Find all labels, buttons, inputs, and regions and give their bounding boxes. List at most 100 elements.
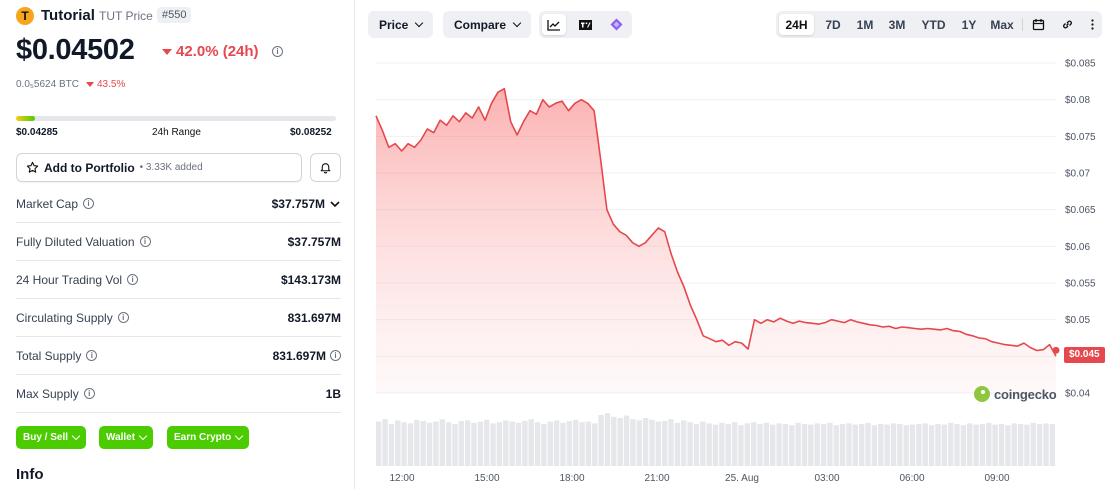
coingecko-watermark: coingecko [974,386,1057,402]
tradingview-button[interactable] [573,14,597,35]
volume-bar [662,421,668,466]
range-max[interactable]: Max [990,17,1014,32]
price-info-icon[interactable]: i [272,46,283,57]
toolbar-divider [1022,18,1023,31]
volume-bar [668,419,674,466]
stat-value: $143.173M [280,272,341,287]
volume-bar [782,424,789,466]
stat-label: Max Supply [16,386,79,401]
y-tick-label: $0.05 [1065,315,1090,326]
wallet-button[interactable]: Wallet [99,426,154,449]
range-high: $0.08252 [290,127,332,138]
btc-price-change: 43.5% [86,79,125,90]
info-icon[interactable]: i [139,236,151,247]
volume-bar [744,423,750,466]
volume-bar [712,424,719,466]
stat-row-total-supply: Total Supply i 831.697M i [16,337,341,375]
volume-bar [789,425,795,466]
volume-bar [706,423,712,466]
x-tick-label: 03:00 [814,473,839,484]
tradingview-icon [578,19,592,30]
y-tick-label: $0.08 [1065,95,1090,106]
btc-change-value: 43.5% [97,79,126,90]
volume-bar [1005,425,1011,466]
range-24h[interactable]: 24H [779,14,814,35]
calendar-button[interactable] [1027,14,1049,35]
range-1y[interactable]: 1Y [961,17,977,32]
buy-sell-button[interactable]: Buy / Sell [16,426,87,449]
volume-bar [528,419,534,466]
x-tick-label: 21:00 [644,473,669,484]
volume-bar [967,423,973,466]
volume-bar [928,425,935,466]
volume-bar [801,424,808,466]
price-change-24h: 42.0% (24h) [162,43,259,60]
volume-bar [871,425,878,466]
volume-bar [922,423,928,466]
info-icon[interactable]: i [330,350,341,361]
portfolio-count: • 3.33K added [139,162,203,173]
chart-type-toggle [539,11,632,38]
range-ytd[interactable]: YTD [921,17,946,32]
range-7d[interactable]: 7D [825,17,841,32]
line-chart-icon [547,19,560,31]
volume-bar [903,425,909,466]
star-icon [26,161,39,173]
line-chart-button[interactable] [542,14,566,35]
stat-label: Circulating Supply [16,310,113,325]
chevron-down-icon [138,431,148,441]
volume-bar [541,424,547,466]
info-icon[interactable]: i [127,274,139,285]
volume-bar [382,419,388,466]
add-to-portfolio-button[interactable]: Add to Portfolio • 3.33K added [16,153,302,182]
volume-bar [916,424,922,466]
compare-dropdown[interactable]: Compare [443,11,532,38]
volume-bar [700,421,706,466]
volume-bar [566,421,573,466]
price-chart[interactable]: $0.085 $0.08 $0.075 $0.07 $0.065 $0.06 $0.055 $… [356,0,1115,489]
chevron-down-icon[interactable] [329,198,341,210]
stat-label: 24 Hour Trading Vol [16,272,123,287]
volume-bar [376,421,382,466]
volume-bar [496,422,503,466]
x-tick-label: 09:00 [984,473,1009,484]
price-alert-button[interactable] [310,153,341,182]
price-line [375,87,1057,357]
bell-icon [320,163,331,174]
volume-bar [401,422,407,466]
volume-bar [1017,424,1024,466]
range-1m[interactable]: 1M [856,17,874,32]
link-button[interactable] [1056,14,1078,35]
volume-bar [426,422,433,466]
range-label: 24h Range [152,127,201,138]
coin-info-panel: T Tutorial TUT Price #550 $0.04502 42.0%… [0,0,355,489]
info-icon[interactable]: i [83,198,95,209]
volume-bar [808,424,814,466]
volume-bar [687,422,693,466]
price-change-value: 42.0% (24h) [176,43,259,60]
info-icon[interactable]: i [86,350,98,361]
volume-bar [617,418,623,466]
volume-bar [941,424,947,466]
volume-bar [433,421,439,466]
info-heading: Info [16,466,44,483]
volume-bar [770,424,776,466]
volume-bar [573,419,579,466]
earn-crypto-button[interactable]: Earn Crypto [167,426,250,449]
candle-chart-button[interactable] [604,14,628,35]
info-icon[interactable]: i [83,388,95,399]
volume-bar [992,424,998,466]
volume-bar [560,422,566,466]
range-3m[interactable]: 3M [888,17,906,32]
earn-crypto-label: Earn Crypto [174,432,232,443]
rank-badge: #550 [157,7,192,23]
info-icon[interactable]: i [117,312,129,323]
stat-label: Total Supply [16,348,82,363]
price-dropdown[interactable]: Price [368,11,434,38]
volume-bar [642,418,649,466]
volume-bar [846,423,852,466]
current-price-tag: $0.045 [1064,347,1105,363]
volume-bar [909,424,916,466]
more-button[interactable] [1081,14,1103,35]
volume-bar [820,424,827,466]
